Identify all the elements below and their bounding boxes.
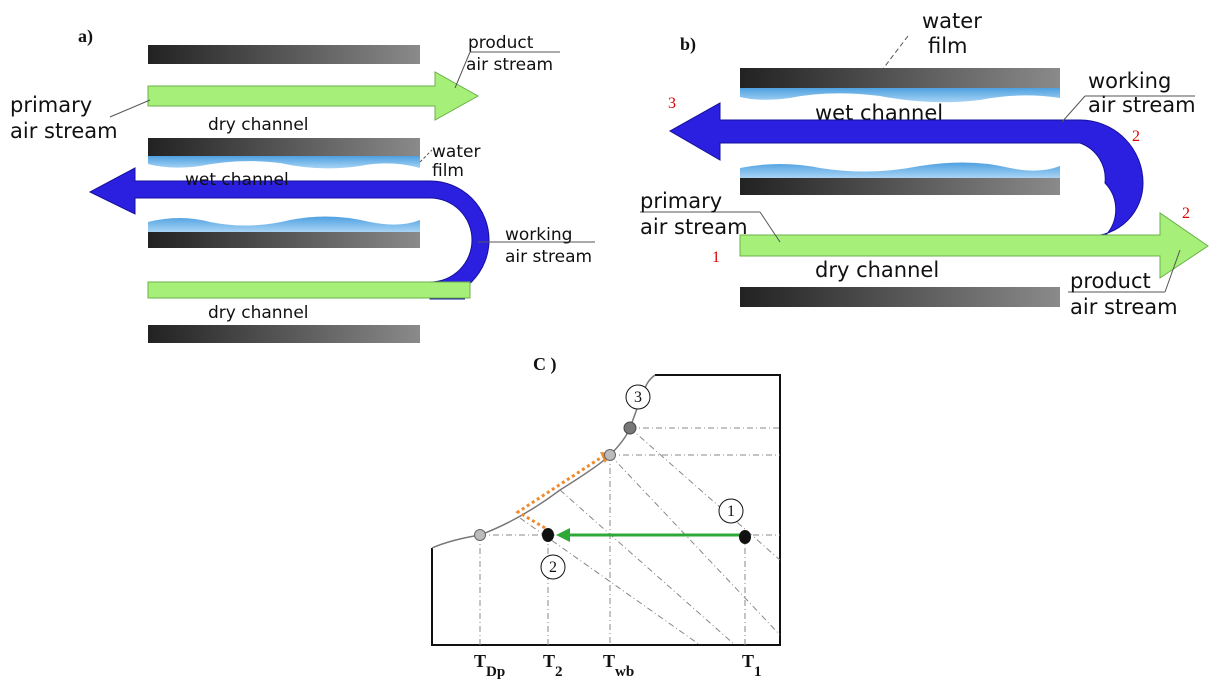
annotation: water — [922, 9, 982, 33]
annotation: product — [468, 33, 534, 53]
state-number: 2 — [1132, 128, 1140, 145]
primary-arrow — [148, 72, 478, 120]
annotation: air stream — [10, 119, 118, 143]
annotation: air stream — [505, 247, 592, 267]
figure: a) product air stream primary air stream… — [0, 0, 1210, 682]
label-subscript: Dp — [486, 664, 505, 680]
plate — [148, 325, 420, 343]
water-film — [148, 156, 420, 168]
annotation: air stream — [466, 55, 553, 75]
leader — [420, 150, 432, 162]
state-number: 3 — [634, 389, 642, 406]
annotation: film — [432, 161, 464, 181]
state-number: 1 — [727, 503, 735, 520]
label-subscript: wb — [615, 664, 634, 680]
panel-b: b) water film wet channel 3 2 working ai… — [640, 9, 1208, 319]
label-subscript: 1 — [754, 664, 762, 680]
plate — [740, 178, 1060, 195]
axis-label: T1 — [742, 651, 762, 680]
state-number: 2 — [549, 559, 557, 576]
leader — [1062, 96, 1085, 122]
annotation: water — [432, 142, 480, 162]
annotation: air stream — [1088, 93, 1196, 117]
label-main: T — [603, 651, 615, 671]
leader — [110, 100, 150, 117]
state-point — [739, 530, 751, 544]
state-number: 2 — [1182, 205, 1190, 222]
state-number: 1 — [712, 249, 720, 266]
state-point — [542, 528, 554, 542]
channel-label: wet channel — [185, 170, 289, 190]
panel-label: C ) — [533, 354, 557, 375]
channel-label: dry channel — [208, 115, 309, 135]
water-film — [740, 162, 1060, 178]
state-point — [624, 422, 636, 434]
annotation: air stream — [1070, 295, 1178, 319]
axis-label: T2 — [543, 651, 563, 680]
label-main: T — [742, 651, 754, 671]
annotation: product — [1070, 269, 1151, 293]
label-main: T — [543, 651, 555, 671]
plate — [740, 68, 1060, 88]
annotation: working — [505, 225, 572, 245]
plate — [148, 45, 420, 64]
plate — [148, 232, 420, 248]
channel-label: dry channel — [208, 303, 309, 323]
state-number: 3 — [668, 95, 676, 112]
water-film — [148, 216, 420, 232]
plate — [740, 287, 1060, 307]
axis-label: Twb — [603, 651, 634, 680]
label-main: T — [474, 651, 486, 671]
annotation: air stream — [640, 215, 748, 239]
panel-a: a) product air stream primary air stream… — [10, 26, 595, 343]
arrowhead — [556, 528, 570, 542]
axis-label: TDp — [474, 651, 505, 680]
panel-label: b) — [680, 34, 696, 55]
annotation: film — [928, 34, 968, 58]
label-subscript: 2 — [555, 664, 563, 680]
state-point — [605, 450, 616, 461]
annotation: primary — [640, 189, 722, 213]
annotation: working — [1088, 69, 1171, 93]
state-point — [475, 530, 486, 541]
annotation: primary — [10, 93, 92, 117]
plate — [148, 138, 420, 156]
dry-stream — [148, 282, 470, 298]
saturation-curve — [432, 375, 655, 548]
channel-label: dry channel — [815, 258, 939, 282]
panel-label: a) — [78, 26, 93, 47]
